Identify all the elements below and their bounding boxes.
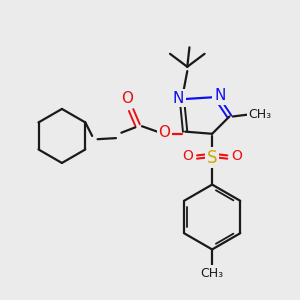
Text: CH₃: CH₃ <box>248 108 271 121</box>
Text: N: N <box>214 88 225 104</box>
Text: O: O <box>182 149 193 164</box>
Text: O: O <box>232 149 242 164</box>
Text: O: O <box>159 125 171 140</box>
Text: S: S <box>207 148 217 166</box>
Text: O: O <box>121 91 133 106</box>
Text: CH₃: CH₃ <box>201 267 224 280</box>
Text: N: N <box>173 91 184 106</box>
